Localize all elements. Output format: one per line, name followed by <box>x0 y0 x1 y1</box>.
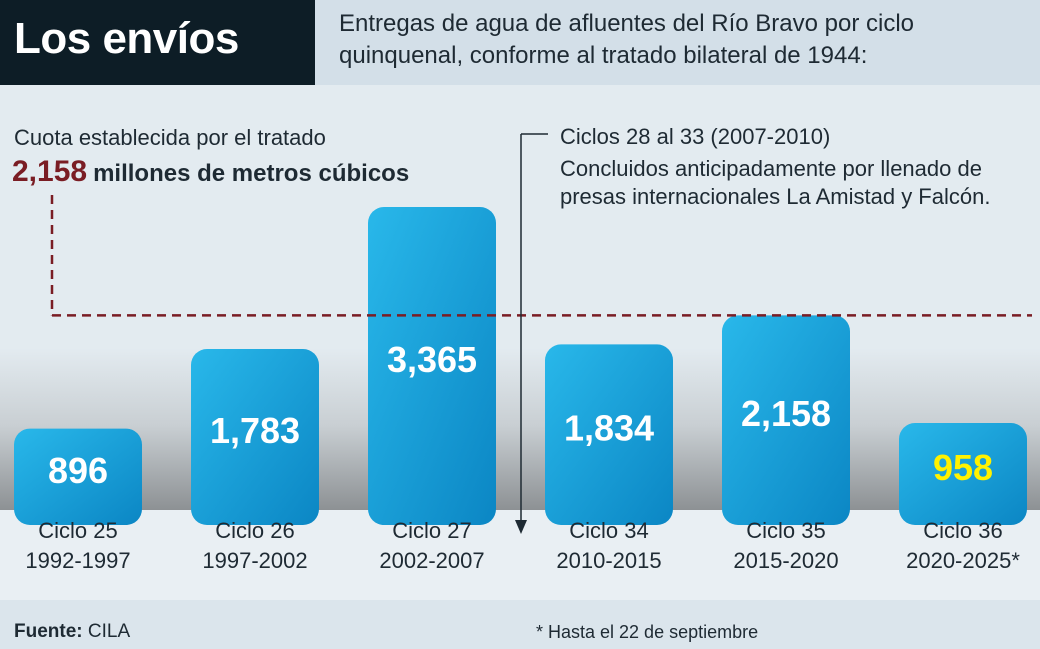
source-note: Fuente: CILA <box>14 621 130 643</box>
category-period-6: 2020-2025* <box>906 548 1020 573</box>
note-body: Concluidos anticipadamente por llenado d… <box>560 156 991 209</box>
category-name-5: Ciclo 35 <box>746 518 825 543</box>
bar-value-label-4: 1,834 <box>564 408 654 449</box>
category-period-2: 1997-2002 <box>202 548 307 573</box>
note-title: Ciclos 28 al 33 (2007-2010) <box>560 124 831 149</box>
source-value: CILA <box>87 621 131 642</box>
page-subtitle: Entregas de agua de afluentes del Río Br… <box>339 10 915 69</box>
quota-value-line: 2,158 millones de metros cúbicos <box>12 155 409 189</box>
category-period-1: 1992-1997 <box>25 548 130 573</box>
chart-background <box>0 85 1040 510</box>
bar-4 <box>545 344 673 525</box>
category-name-3: Ciclo 27 <box>392 518 471 543</box>
quota-unit: millones de metros cúbicos <box>93 160 410 187</box>
footnote: * Hasta el 22 de septiembre <box>536 622 759 642</box>
subtitle-box: Entregas de agua de afluentes del Río Br… <box>315 0 1040 85</box>
category-name-6: Ciclo 36 <box>923 518 1002 543</box>
category-period-4: 2010-2015 <box>556 548 661 573</box>
bar-1 <box>14 428 142 525</box>
quota-value: 2,158 <box>12 155 88 188</box>
category-name-4: Ciclo 34 <box>569 518 648 543</box>
page-title: Los envíos <box>14 14 239 63</box>
cycle-gap-arrowhead-icon <box>515 520 527 534</box>
title-box: Los envíos <box>0 0 315 85</box>
category-period-3: 2002-2007 <box>379 548 484 573</box>
category-period-5: 2015-2020 <box>733 548 838 573</box>
category-name-2: Ciclo 26 <box>215 518 294 543</box>
bar-2 <box>191 348 319 525</box>
bar-6 <box>899 423 1027 525</box>
bar-3 <box>368 207 496 525</box>
category-name-1: Ciclo 25 <box>38 518 117 543</box>
quota-label: Cuota establecida por el tratado <box>14 125 326 150</box>
bar-value-label-3: 3,365 <box>387 339 477 380</box>
footer-band <box>0 600 1040 649</box>
source-label: Fuente: <box>14 621 83 642</box>
bar-5 <box>722 315 850 525</box>
bar-value-label-5: 2,158 <box>741 393 831 434</box>
bar-value-label-1: 896 <box>48 450 108 491</box>
bar-value-label-2: 1,783 <box>210 410 300 451</box>
bar-value-label-6: 958 <box>933 447 993 488</box>
